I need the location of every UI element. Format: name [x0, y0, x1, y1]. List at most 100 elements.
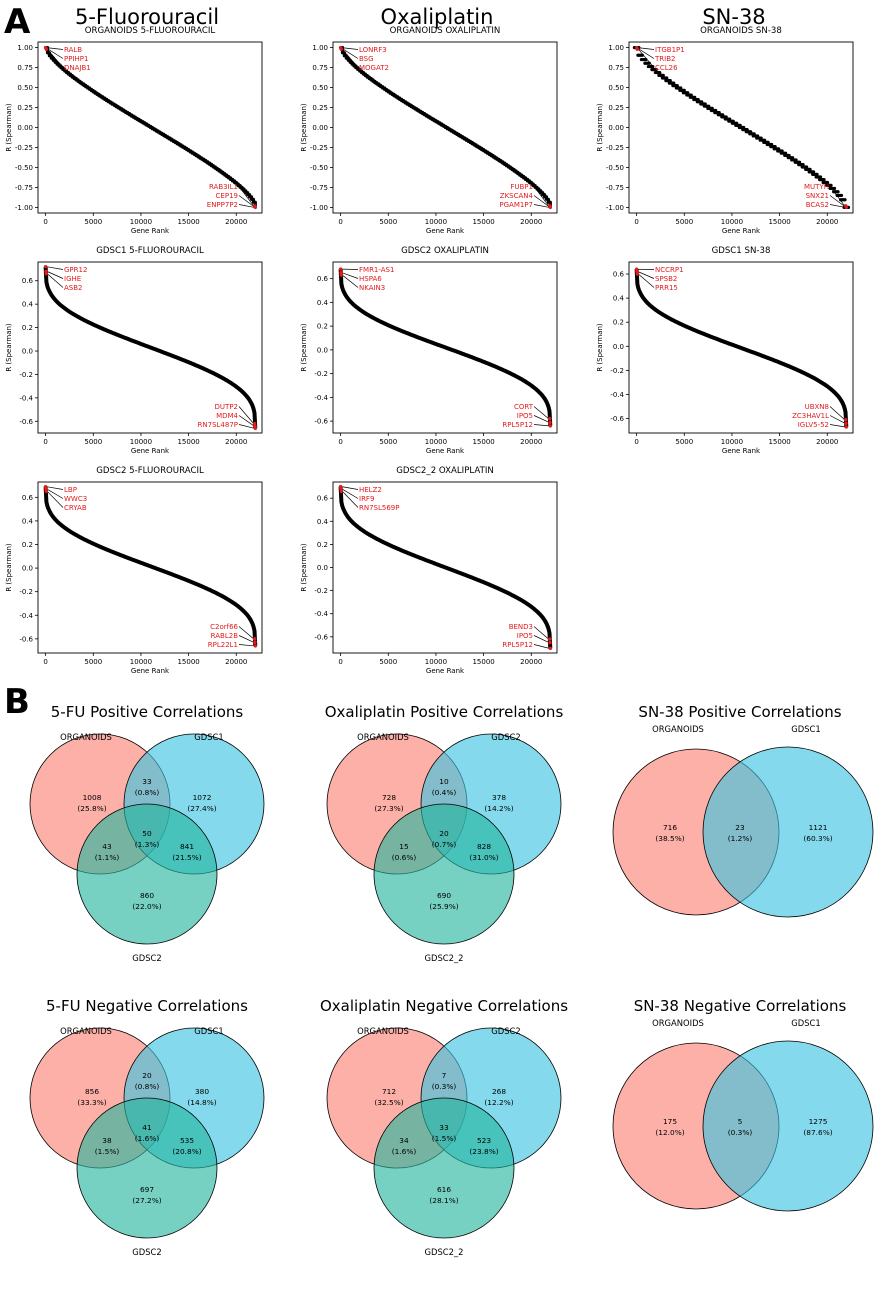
gene-highlight-point [253, 640, 257, 645]
venn-percent: (0.6%) [392, 853, 417, 862]
gene-label: LONRF3 [359, 46, 387, 54]
venn-count: 1008 [83, 793, 102, 802]
panel-label-b: B [4, 682, 30, 722]
venn-percent: (1.2%) [728, 834, 753, 843]
gene-highlight-point [253, 426, 258, 431]
x-tick-label: 10000 [130, 658, 152, 666]
gene-leader-line [829, 424, 846, 428]
column-header-sn38: SN-38 [702, 5, 765, 29]
venn-set-label: GDSC2 [132, 953, 161, 963]
x-tick-label: 5000 [84, 438, 102, 446]
venn-percent: (0.4%) [432, 788, 457, 797]
y-tick-label: -1.00 [606, 204, 624, 212]
gene-label: NKAIN3 [359, 284, 385, 292]
venn-percent: (1.6%) [135, 1134, 160, 1143]
venn-count: 828 [477, 842, 491, 851]
y-axis-label: R (Spearman) [300, 543, 308, 592]
rank-plot: GDSC1 5-FLUOROURACIL 0 5000 10000 15000 20000… [5, 246, 263, 455]
venn-count: 20 [142, 1071, 152, 1080]
y-tick-label: -0.4 [19, 612, 33, 620]
gene-leader-line [46, 271, 64, 279]
venn-percent: (0.3%) [728, 1128, 753, 1137]
plot-title: ORGANOIDS 5-FLUOROURACIL [85, 26, 216, 36]
y-tick-label: 0.4 [613, 295, 625, 303]
gene-label: PRR15 [655, 284, 678, 292]
gene-leader-line [637, 271, 655, 279]
charts-layer: ORGANOIDS 5-FLUOROURACIL 0 5000 10000 15000 2… [5, 26, 874, 1257]
gene-label: MOGAT2 [359, 64, 389, 72]
panel-label-a: A [4, 2, 31, 42]
y-tick-label: 0.4 [22, 517, 34, 525]
x-tick-label: 10000 [425, 658, 447, 666]
x-tick-label: 10000 [130, 218, 152, 226]
plot-frame [332, 261, 558, 434]
venn-count: 33 [142, 777, 152, 786]
y-tick-label: -0.2 [19, 371, 33, 379]
x-tick-label: 5000 [84, 218, 102, 226]
y-tick-label: 0.50 [17, 84, 33, 92]
venn-diagram: Oxaliplatin Negative Correlations ORGANOI… [320, 997, 568, 1257]
venn-count: 1275 [809, 1117, 828, 1126]
rank-plot: GDSC1 SN-38 0 5000 10000 15000 20000 -0.6 -0.4 -… [596, 246, 854, 455]
gene-label: LBP [64, 486, 77, 494]
y-tick-label: 0.00 [17, 124, 33, 132]
gene-leader-line [637, 48, 655, 59]
y-tick-label: -0.75 [606, 184, 624, 192]
gene-leader-line [533, 204, 550, 208]
y-tick-label: 0.50 [608, 84, 624, 92]
venn-percent: (87.6%) [803, 1128, 832, 1137]
x-tick-label: 15000 [177, 658, 199, 666]
gene-label: ITGB1P1 [655, 46, 685, 54]
y-tick-label: 0.0 [613, 343, 624, 351]
x-tick-label: 5000 [84, 658, 102, 666]
y-tick-label: -1.00 [310, 204, 328, 212]
gene-label: RN7SL569P [359, 504, 399, 512]
x-tick-label: 0 [43, 658, 47, 666]
gene-leader-line [533, 635, 550, 643]
y-tick-label: -0.25 [606, 144, 624, 152]
venn-set-label: GDSC2_2 [425, 953, 464, 963]
rank-plot: GDSC2_2 OXALIPLATIN 0 5000 10000 15000 20000 -… [300, 466, 558, 675]
gene-label: HSPA6 [359, 275, 382, 283]
y-tick-label: 0.6 [22, 494, 34, 502]
venn-count: 5 [738, 1117, 743, 1126]
gene-leader-line [341, 272, 359, 279]
x-tick-label: 0 [338, 658, 342, 666]
gene-leader-line [638, 48, 655, 68]
gene-highlight-point [253, 644, 258, 648]
x-tick-label: 5000 [675, 218, 693, 226]
y-axis-label: R (Spearman) [5, 543, 13, 592]
gene-highlight-point [547, 637, 552, 641]
gene-leader-line [46, 47, 64, 50]
gene-leader-line [238, 415, 255, 427]
gene-label: C2orf66 [210, 623, 238, 631]
venn-title: SN-38 Negative Correlations [634, 997, 847, 1015]
venn-percent: (38.5%) [655, 834, 684, 843]
venn-percent: (0.7%) [432, 840, 457, 849]
gene-highlight-point [844, 205, 849, 210]
venn-set-label: GDSC2 [132, 1247, 161, 1257]
gene-label: IGHE [64, 275, 81, 283]
y-axis-label: R (Spearman) [596, 323, 604, 372]
x-tick-label: 15000 [472, 658, 494, 666]
y-tick-label: 0.6 [613, 271, 625, 279]
plot-title: GDSC2_2 OXALIPLATIN [396, 466, 494, 476]
venn-count: 860 [140, 891, 154, 900]
gene-label: ZKSCAN4 [500, 192, 534, 200]
venn-count: 1072 [193, 793, 212, 802]
gene-leader-line [829, 195, 846, 207]
venn-set-label: ORGANOIDS [357, 732, 409, 742]
x-tick-label: 20000 [816, 218, 838, 226]
gene-label: SNX21 [806, 192, 829, 200]
gene-label: ENPP7P2 [207, 201, 238, 209]
gene-label: BCAS2 [806, 201, 829, 209]
venn-count: 535 [180, 1136, 194, 1145]
venn-set-label: GDSC1 [194, 732, 223, 742]
gene-label: GPR12 [64, 266, 87, 274]
venn-percent: (1.1%) [95, 853, 120, 862]
venn-count: 50 [142, 829, 152, 838]
gene-leader-line [238, 406, 254, 424]
y-axis-label: R (Spearman) [300, 103, 308, 152]
gene-label: FMR1-AS1 [359, 266, 394, 274]
